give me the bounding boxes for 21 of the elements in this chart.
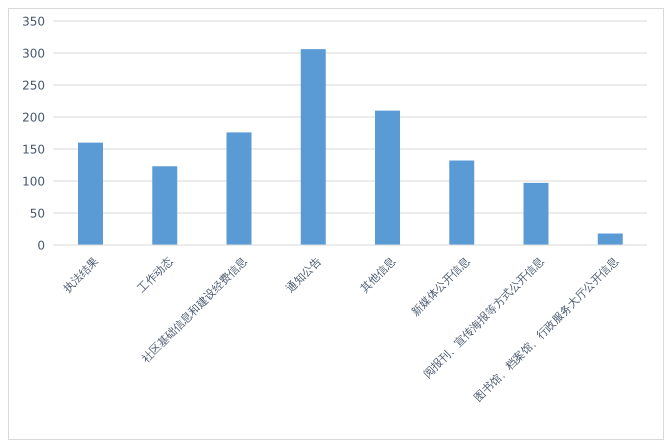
bar	[152, 166, 178, 245]
bar	[375, 110, 400, 245]
bar	[449, 160, 474, 245]
y-tick-label: 200	[22, 110, 45, 124]
y-tick-label: 100	[22, 174, 45, 188]
y-tick-label: 300	[22, 46, 45, 60]
bar	[226, 132, 252, 245]
x-tick-label: 其他信息	[358, 254, 398, 296]
y-tick-label: 350	[22, 14, 45, 28]
x-tick-label: 通知公告	[284, 254, 324, 296]
x-tick-label: 新媒体公开信息	[408, 254, 472, 318]
y-tick-label: 150	[22, 142, 45, 156]
bar	[78, 142, 103, 245]
y-tick-label: 0	[37, 238, 45, 252]
x-tick-label: 执法结果	[60, 254, 102, 296]
x-tick-label: 工作动态	[135, 254, 176, 296]
y-tick-label: 250	[22, 78, 45, 92]
bar	[300, 49, 326, 245]
y-tick-label: 50	[30, 206, 45, 220]
bar	[598, 233, 623, 245]
bar	[524, 182, 548, 245]
